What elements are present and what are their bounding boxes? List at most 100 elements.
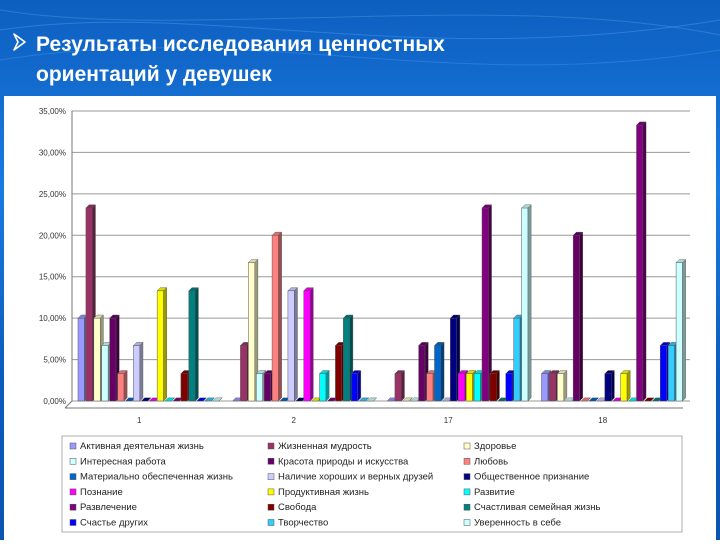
y-tick-label: 30,00% <box>39 148 66 157</box>
legend-swatch <box>267 503 275 511</box>
legend-label: Познание <box>80 487 123 498</box>
bar-front <box>256 373 263 402</box>
legend-layer: Активная деятельная жизнь Жизненная мудро… <box>61 435 683 533</box>
bar <box>140 397 152 402</box>
bar <box>156 287 168 402</box>
legend-label: Любовь <box>474 456 508 467</box>
bar <box>303 287 314 402</box>
bar <box>489 370 500 402</box>
bar-front <box>343 317 351 402</box>
bar-front <box>465 373 473 402</box>
bar-side <box>440 341 445 402</box>
bar-front <box>604 373 612 402</box>
bar-front <box>319 373 327 402</box>
bar <box>394 370 405 402</box>
bar <box>204 397 215 402</box>
legend-label: Развитие <box>474 487 515 498</box>
bar <box>164 397 176 402</box>
legend-label: Материально обеспеченная жизнь <box>80 472 233 483</box>
bar-front <box>77 317 85 402</box>
legend-swatch <box>463 458 471 465</box>
bar <box>132 341 144 402</box>
bar-side <box>563 370 568 402</box>
bar-front <box>660 345 667 402</box>
bar-front <box>93 317 101 402</box>
bar-side <box>409 397 413 402</box>
legend-item: Продуктивная жизнь <box>267 487 369 498</box>
legend-swatch <box>267 519 275 526</box>
bar-side <box>309 287 314 402</box>
bar-side <box>682 258 686 402</box>
floor-edge <box>64 400 73 409</box>
bar-front <box>335 345 343 402</box>
bar-front <box>473 373 481 402</box>
bar <box>588 397 600 402</box>
legend-item: Любовь <box>463 456 508 467</box>
bar-front <box>450 317 458 402</box>
axis-layer: 0,00% 5,00% 10,00% 15,00% 20,00% 25,00% 30,00%… <box>39 107 683 425</box>
legend-item: Материально обеспеченная жизнь <box>69 472 233 483</box>
bar-front <box>434 345 442 402</box>
bar-front <box>481 207 489 402</box>
bar-front <box>287 290 295 402</box>
legend-item: Развитие <box>463 487 515 498</box>
y-tick-label: 35,00% <box>39 107 66 116</box>
bar-side <box>365 397 369 402</box>
legend-label: Творчество <box>278 518 328 529</box>
legend-item: Развлечение <box>69 502 137 513</box>
bar-front <box>240 345 248 402</box>
bar-front <box>541 373 549 402</box>
bars-layer <box>77 121 687 402</box>
bar-front <box>489 373 497 402</box>
bar-front <box>351 373 358 402</box>
bar <box>117 370 128 402</box>
title-line-2: ориентаций у девушек <box>36 63 272 86</box>
bar-side <box>171 397 175 402</box>
y-tick-label: 0,00% <box>43 397 66 406</box>
legend-label: Наличие хороших и верных друзей <box>278 472 433 483</box>
legend-item: Познание <box>69 487 123 498</box>
bar <box>196 397 207 402</box>
legend-item: Общественное признание <box>463 472 589 483</box>
bar <box>247 258 259 402</box>
bar-side <box>139 341 144 402</box>
bar <box>580 397 592 402</box>
legend-swatch <box>267 442 275 450</box>
bar-front <box>188 290 196 402</box>
bar <box>604 370 615 402</box>
bar-front <box>109 317 117 402</box>
x-tick-label: 1 <box>137 416 142 425</box>
bar-side <box>579 231 583 402</box>
bar-side <box>147 397 152 402</box>
legend-label: Свобода <box>278 502 317 513</box>
legend-item: Красота природы и искусства <box>267 456 409 467</box>
legend-swatch <box>69 473 77 480</box>
bar-side <box>218 397 223 402</box>
bar-side <box>527 204 532 402</box>
bar-front <box>248 262 255 402</box>
bar <box>188 287 199 402</box>
x-tick-label: 17 <box>444 416 453 425</box>
x-tick-label: 2 <box>292 416 297 425</box>
y-tick-label: 15,00% <box>39 273 66 282</box>
legend-swatch <box>267 458 275 465</box>
legend-item: Здоровье <box>463 441 516 452</box>
legend-swatch <box>69 442 77 450</box>
legend-item: Интересная работа <box>69 456 167 467</box>
bar-side <box>488 204 492 402</box>
legend-swatch <box>463 488 471 496</box>
bar-side <box>642 121 647 402</box>
legend-swatch <box>463 519 471 526</box>
legend-label: Счастливая семейная жизнь <box>474 502 600 513</box>
bar-side <box>123 370 128 402</box>
y-tick-label: 25,00% <box>39 190 66 199</box>
bar-front <box>117 373 125 402</box>
bar-side <box>401 370 405 402</box>
bar <box>620 370 631 402</box>
bar-front <box>418 345 426 402</box>
legend-swatch <box>69 519 77 526</box>
x-tick-label: 18 <box>598 416 607 425</box>
legend-label: Здоровье <box>474 441 516 452</box>
bar-side <box>587 397 591 402</box>
bar-front <box>156 290 164 402</box>
